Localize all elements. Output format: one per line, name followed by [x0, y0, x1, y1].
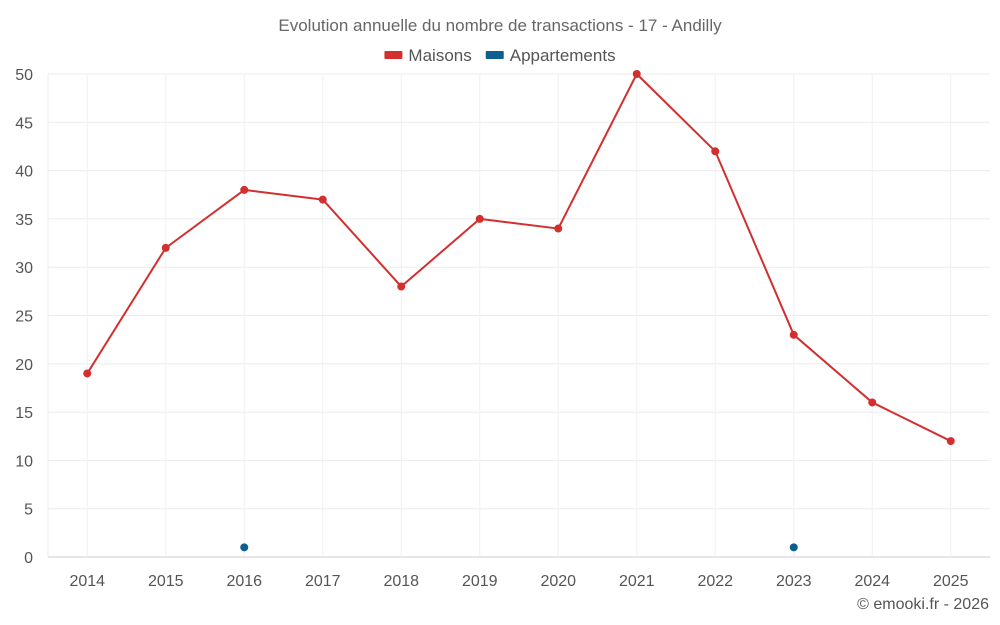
point-maisons-2023: [789, 330, 798, 339]
x-axis-ticks: 2014 2015 2016 2017 2018 2019 2020 2021 2022 2023…: [69, 573, 968, 590]
legend-label-appartements: Appartements: [510, 46, 616, 65]
point-appartements-2023: [789, 543, 798, 552]
y-tick-label-20: 20: [15, 357, 33, 374]
credit-text: © emooki.fr - 2026: [857, 596, 989, 613]
x-tick-label-2023: 2023: [776, 573, 812, 590]
point-maisons-2017: [318, 195, 327, 204]
y-tick-label-5: 5: [24, 502, 33, 519]
point-maisons-2019: [475, 214, 484, 223]
chart-legend: Maisons Appartements: [384, 46, 616, 65]
point-maisons-2014: [83, 369, 92, 378]
point-maisons-2022: [711, 147, 720, 156]
point-maisons-2024: [868, 398, 877, 407]
series-appartements: [240, 543, 798, 552]
y-axis-ticks: 0 5 10 15 20 25 30 35 40 45 50: [15, 67, 33, 567]
y-tick-label-45: 45: [15, 115, 33, 132]
point-appartements-2016: [240, 543, 249, 552]
line-maisons: [86, 73, 952, 442]
x-tick-label-2016: 2016: [226, 573, 262, 590]
x-tick-label-2021: 2021: [619, 573, 655, 590]
point-maisons-2018: [397, 282, 406, 291]
x-tick-label-2015: 2015: [148, 573, 184, 590]
x-tick-label-2017: 2017: [305, 573, 341, 590]
x-tick-label-2019: 2019: [462, 573, 498, 590]
point-maisons-2025: [946, 437, 955, 446]
point-maisons-2020: [554, 224, 563, 233]
legend-swatch-maisons: [384, 51, 403, 59]
x-tick-label-2024: 2024: [854, 573, 890, 590]
x-tick-label-2020: 2020: [540, 573, 576, 590]
point-maisons-2015: [161, 243, 170, 252]
x-tick-label-2025: 2025: [933, 573, 969, 590]
point-maisons-2016: [240, 185, 249, 194]
y-tick-label-35: 35: [15, 212, 33, 229]
x-tick-label-2018: 2018: [383, 573, 419, 590]
y-tick-label-15: 15: [15, 405, 33, 422]
x-tick-label-2014: 2014: [69, 573, 105, 590]
x-tick-label-2022: 2022: [697, 573, 733, 590]
chart-grid: [47, 73, 990, 558]
series-maisons: [83, 70, 955, 446]
y-tick-label-10: 10: [15, 453, 33, 470]
chart-series: [83, 70, 955, 552]
legend-swatch-appartements: [485, 51, 504, 59]
y-tick-label-0: 0: [24, 550, 33, 567]
y-tick-label-25: 25: [15, 309, 33, 326]
y-tick-label-40: 40: [15, 164, 33, 181]
y-tick-label-50: 50: [15, 67, 33, 84]
legend-label-maisons: Maisons: [408, 46, 471, 65]
point-maisons-2021: [632, 70, 641, 78]
legend-items: Maisons Appartements: [384, 46, 616, 65]
y-tick-label-30: 30: [15, 260, 33, 277]
chart-title: Evolution annuelle du nombre de transact…: [278, 16, 722, 35]
